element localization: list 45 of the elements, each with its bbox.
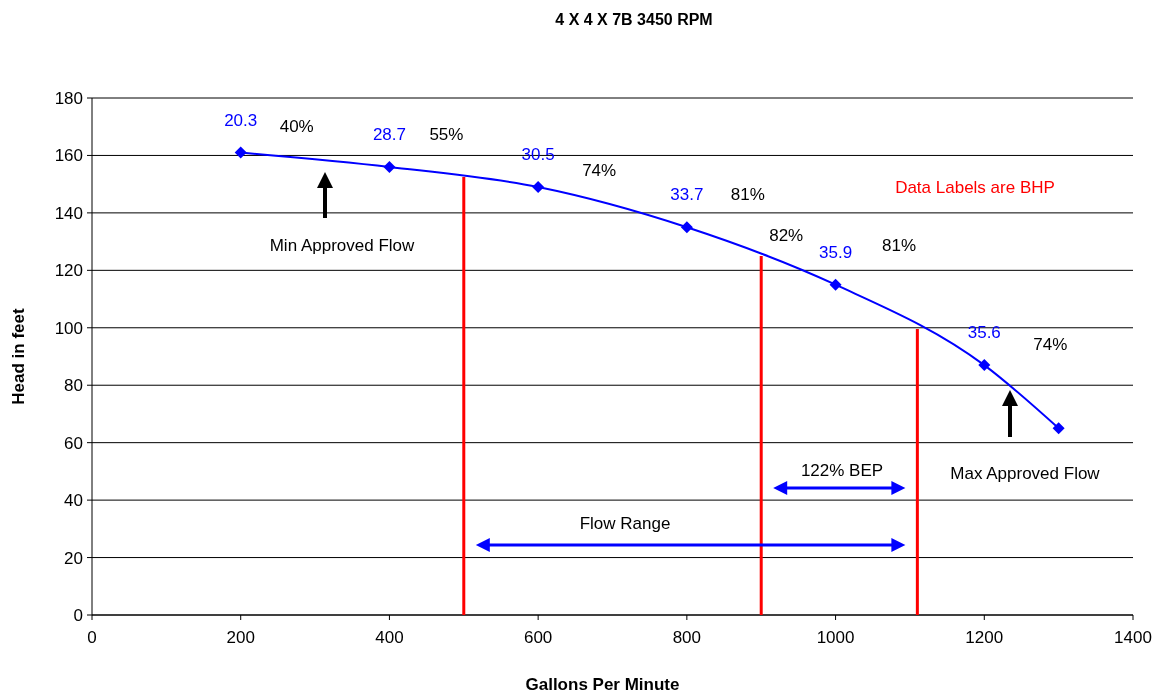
- annotation: 35.9: [819, 242, 853, 262]
- y-tick-label: 120: [54, 261, 83, 281]
- x-tick-label: 1400: [1114, 628, 1152, 647]
- annotation: 81%: [881, 235, 917, 255]
- annotation: Data Labels are BHP: [895, 177, 1055, 197]
- y-tick-label: 20: [64, 548, 83, 568]
- annotation: Flow Range: [579, 513, 671, 533]
- y-tick-label: 0: [73, 605, 83, 625]
- y-tick-label: 140: [54, 203, 83, 223]
- annotation: Max Approved Flow: [950, 463, 1101, 483]
- annotation: 40%: [279, 116, 314, 136]
- point: [532, 181, 545, 194]
- x-axis-title: Gallons Per Minute: [525, 675, 680, 694]
- annotation: Min Approved Flow: [269, 235, 415, 255]
- y-tick-label: 160: [54, 146, 83, 166]
- annotation: 82%: [769, 225, 804, 245]
- chart-title: 4 X 4 X 7B 3450 RPM: [555, 11, 713, 28]
- annotation: 122% BEP: [800, 460, 884, 480]
- y-tick-label: 180: [54, 88, 83, 108]
- annotation: 35.6: [967, 323, 1001, 343]
- annotation: 74%: [1033, 335, 1068, 355]
- x-tick-label: 400: [375, 628, 404, 647]
- annotation: 74%: [582, 160, 617, 180]
- y-axis-title: Head in feet: [9, 307, 28, 405]
- annotation: 81%: [730, 185, 765, 205]
- y-tick-label: 60: [64, 433, 83, 453]
- point: [1052, 422, 1065, 435]
- annotation: 20.3: [224, 110, 258, 130]
- point: [680, 221, 693, 234]
- annotation: 28.7: [372, 124, 406, 144]
- y-tick-label: 100: [54, 318, 83, 338]
- x-tick-label: 1000: [816, 628, 855, 647]
- point: [829, 278, 842, 291]
- point: [383, 160, 396, 173]
- annotation: 55%: [429, 124, 464, 144]
- y-tick-label: 40: [64, 491, 83, 511]
- annotation: 33.7: [670, 185, 704, 205]
- x-tick-label: 200: [226, 628, 255, 647]
- x-tick-label: 0: [87, 628, 97, 647]
- x-tick-label: 1200: [965, 628, 1004, 647]
- x-tick-label: 800: [672, 628, 702, 647]
- point: [978, 359, 991, 372]
- point: [234, 146, 247, 159]
- y-tick-label: 80: [64, 376, 83, 396]
- x-tick-label: 600: [523, 628, 553, 647]
